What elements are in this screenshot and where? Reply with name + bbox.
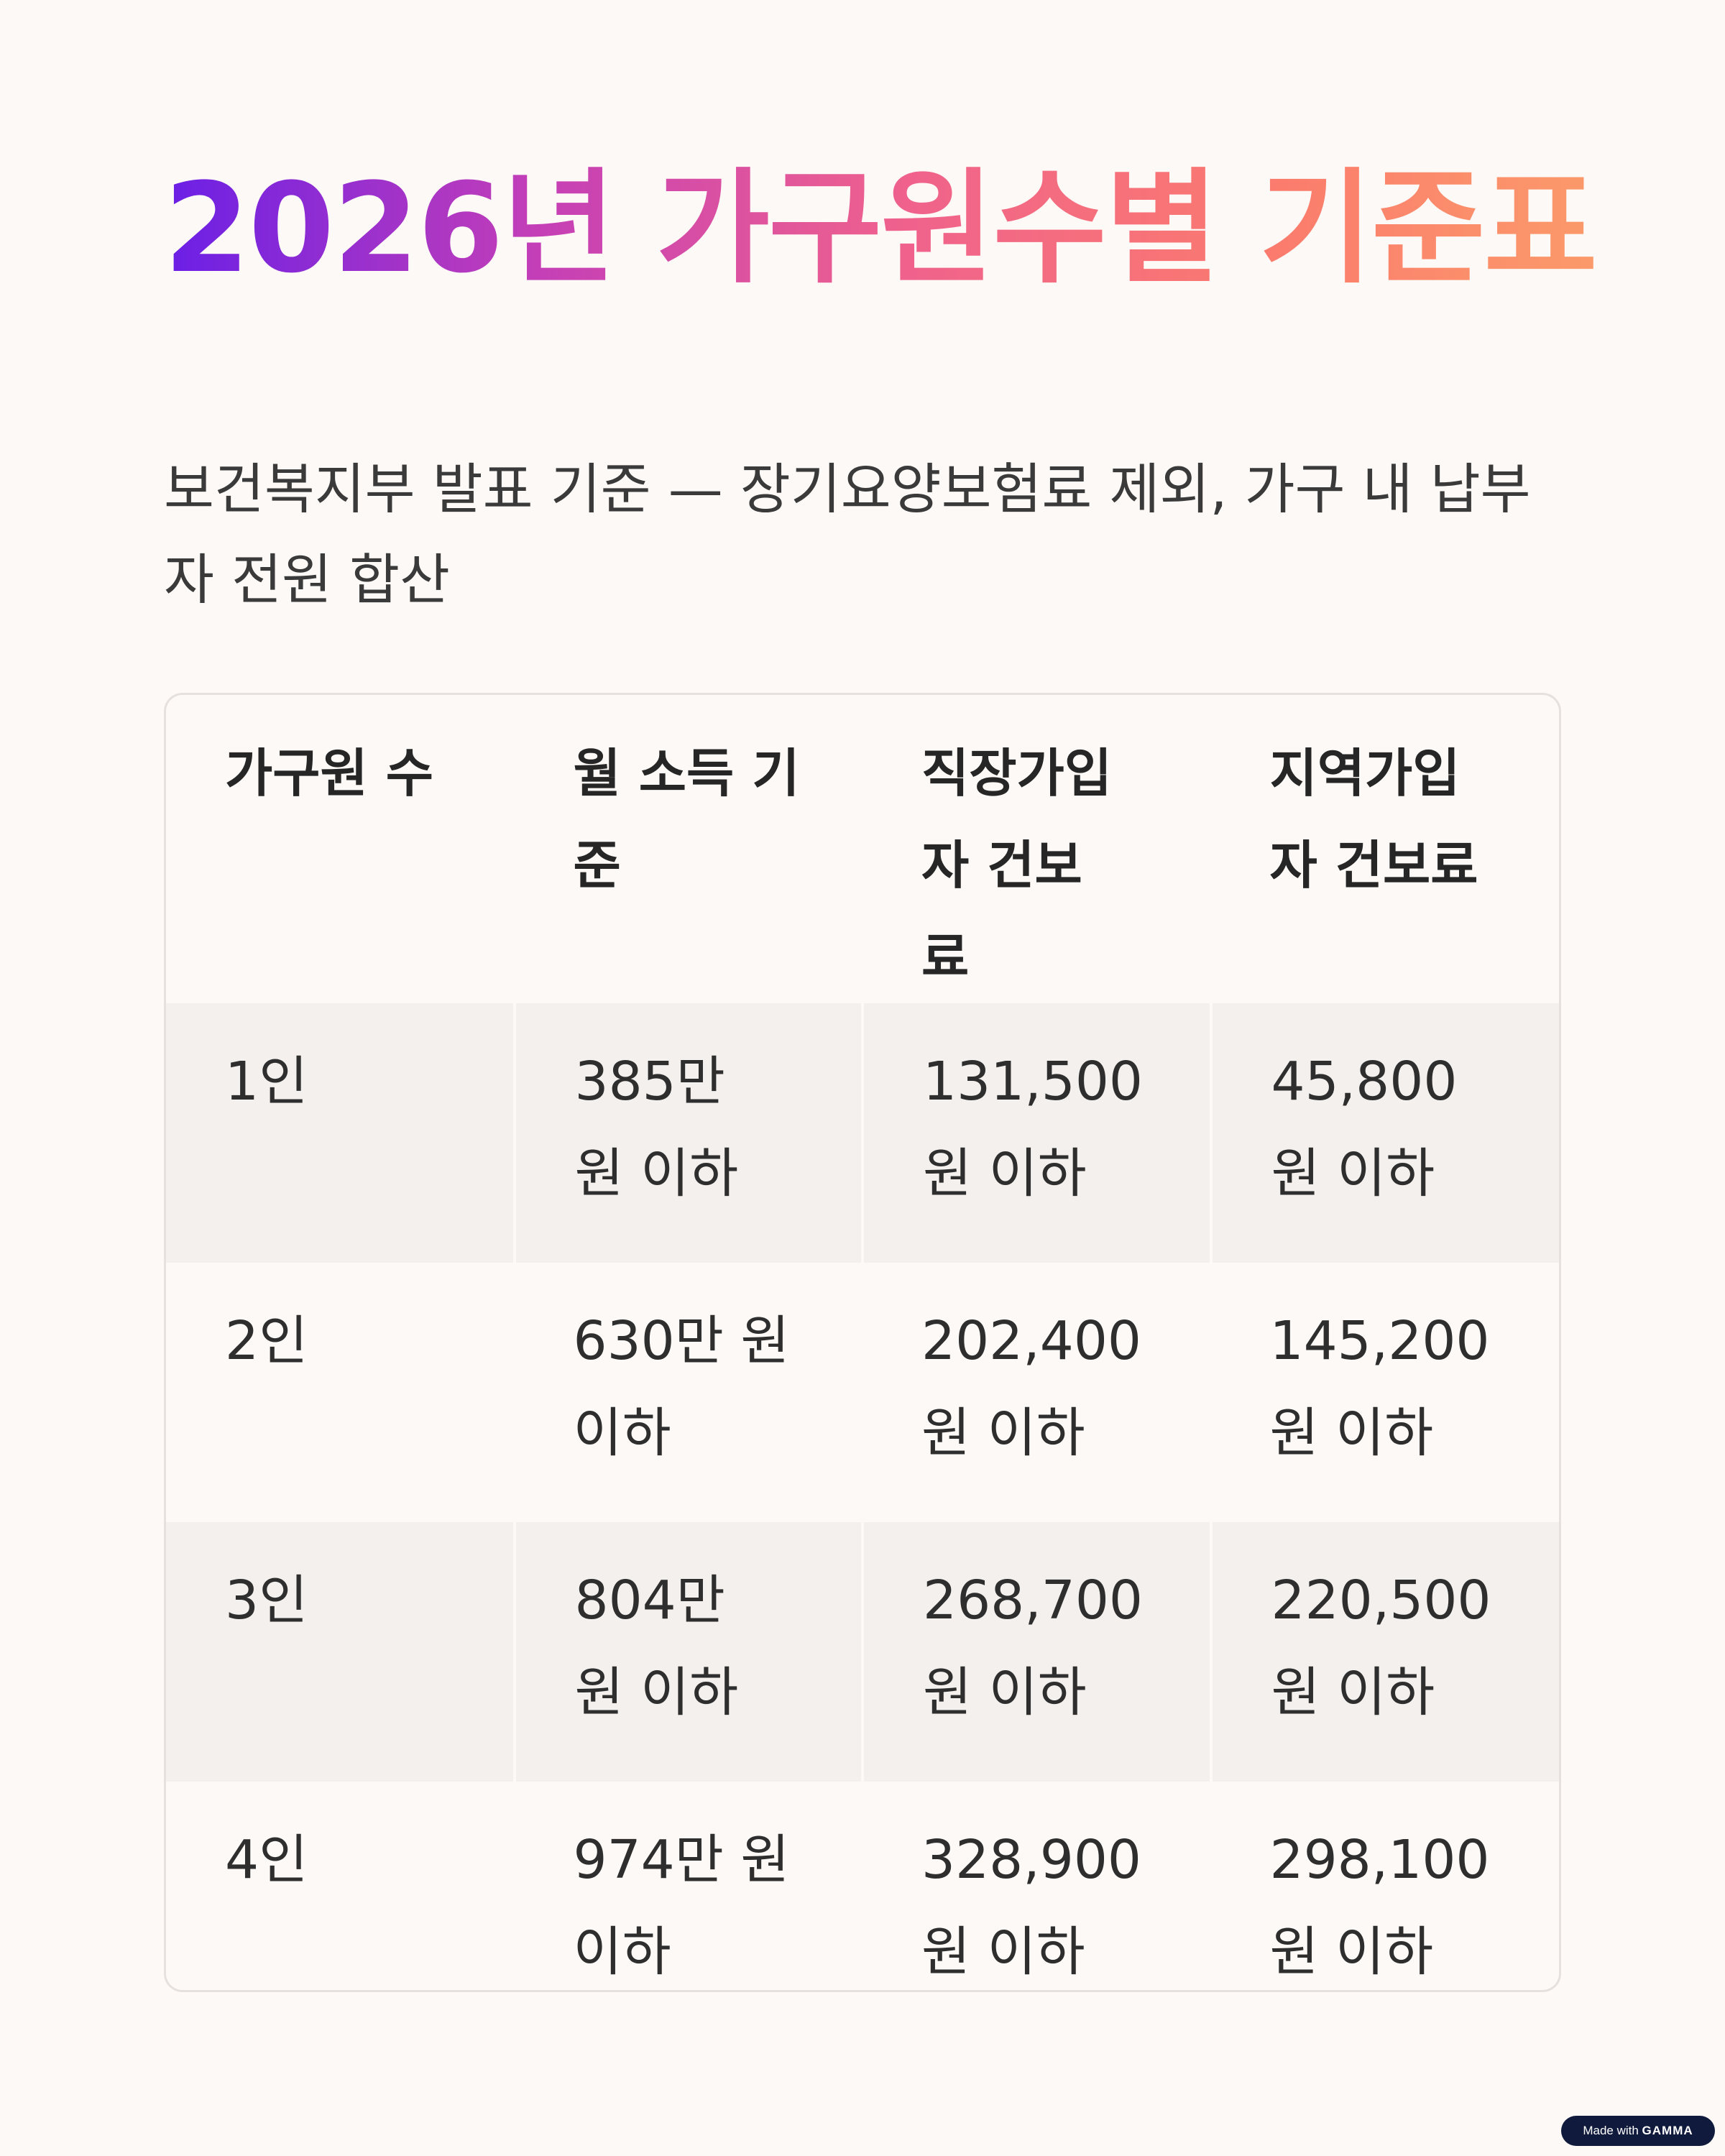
page-title: 2026년 가구원수별 기준표 — [164, 155, 1598, 303]
header-household-size: 가구원 수 — [225, 743, 434, 803]
cell-employee-premium: 131,500 원 이하 — [861, 1003, 1211, 1263]
cell-employee-premium: 202,400 원 이하 — [921, 1310, 1142, 1464]
header-monthly-income: 월 소득 기준 — [573, 743, 800, 895]
table-row: 4인 974만 원 이하 328,900 원 이하 298,100 원 이하 — [166, 1782, 1559, 1990]
cell-regional-premium: 145,200 원 이하 — [1269, 1310, 1490, 1464]
cell-employee-premium: 328,900 원 이하 — [921, 1829, 1142, 1983]
cell-monthly-income: 974만 원 이하 — [573, 1829, 790, 1983]
cell-household-size: 2인 — [225, 1310, 308, 1372]
cell-monthly-income: 630만 원 이하 — [573, 1310, 790, 1464]
cell-household-size: 1인 — [166, 1003, 515, 1263]
header-regional-premium: 지역가입자 건보료 — [1269, 743, 1478, 895]
cell-regional-premium: 45,800 원 이하 — [1209, 1003, 1559, 1263]
cell-household-size: 3인 — [166, 1522, 515, 1782]
page-subtitle: 보건복지부 발표 기준 — 장기요양보험료 제외, 가구 내 납부자 전원 합산 — [164, 457, 1531, 612]
made-with-gamma-badge[interactable]: Made with GAMMA — [1561, 2116, 1715, 2146]
header-employee-premium: 직장가입자 건보료 — [921, 743, 1112, 987]
cell-monthly-income: 804만 원 이하 — [512, 1522, 862, 1782]
cell-household-size: 4인 — [225, 1829, 308, 1891]
criteria-table-card: 가구원 수 월 소득 기준 직장가입자 건보료 지역가입자 건보료 1인 385… — [164, 693, 1561, 1992]
badge-prefix: Made with — [1583, 2124, 1639, 2137]
cell-regional-premium: 220,500 원 이하 — [1209, 1522, 1559, 1782]
cell-employee-premium: 268,700 원 이하 — [861, 1522, 1211, 1782]
criteria-table: 가구원 수 월 소득 기준 직장가입자 건보료 지역가입자 건보료 1인 385… — [166, 695, 1559, 1990]
cell-monthly-income: 385만 원 이하 — [512, 1003, 862, 1263]
table-row: 3인 804만 원 이하 268,700 원 이하 220,500 원 이하 — [166, 1522, 1559, 1782]
table-header-row: 가구원 수 월 소득 기준 직장가입자 건보료 지역가입자 건보료 — [166, 695, 1559, 1003]
table-row: 1인 385만 원 이하 131,500 원 이하 45,800 원 이하 — [166, 1003, 1559, 1263]
cell-regional-premium: 298,100 원 이하 — [1269, 1829, 1490, 1983]
table-row: 2인 630만 원 이하 202,400 원 이하 145,200 원 이하 — [166, 1263, 1559, 1522]
gamma-logo: GAMMA — [1642, 2124, 1693, 2137]
